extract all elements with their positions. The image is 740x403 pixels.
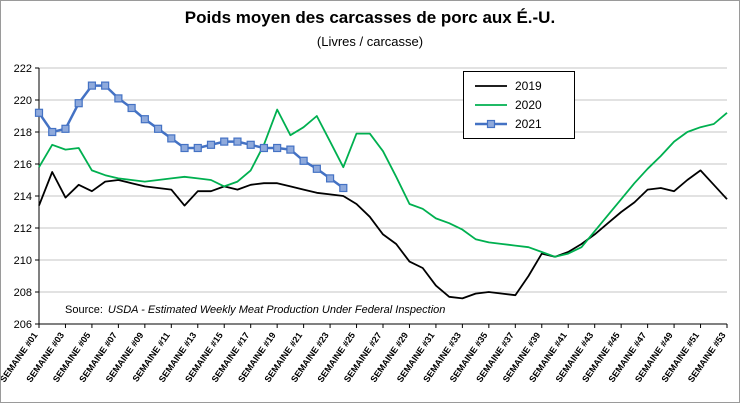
series-marker-2021 xyxy=(325,174,335,183)
series-marker-2021 xyxy=(167,134,176,143)
source-text: USDA - Estimated Weekly Meat Production … xyxy=(108,304,445,316)
series-marker-2021 xyxy=(180,143,189,153)
source-label: Source: xyxy=(65,304,103,316)
legend-label-2021: 2021 xyxy=(515,117,542,131)
series-marker-2021 xyxy=(127,103,136,113)
series-marker-2021 xyxy=(87,81,97,90)
legend: 2019 2020 2021 xyxy=(463,71,575,139)
series-line-2021 xyxy=(37,84,345,190)
legend-label-2019: 2019 xyxy=(515,79,542,93)
series-marker-2021 xyxy=(233,137,242,146)
series-marker-2021 xyxy=(193,143,202,153)
legend-entry-2020: 2020 xyxy=(474,98,566,112)
series-line-2020 xyxy=(38,108,728,258)
series-line-2019 xyxy=(38,169,728,300)
series-marker-2021 xyxy=(61,124,70,133)
series-marker-2021 xyxy=(339,183,348,193)
series-marker-2021 xyxy=(273,143,282,153)
legend-swatch-2019 xyxy=(475,85,507,87)
series-marker-2021 xyxy=(246,140,255,149)
series-marker-2021 xyxy=(140,115,149,124)
y-tick-label: 216 xyxy=(14,159,32,171)
y-tick-label: 214 xyxy=(14,191,32,203)
y-tick-label: 206 xyxy=(14,319,32,331)
series-marker-2021 xyxy=(206,140,216,149)
series-marker-2021 xyxy=(312,164,321,173)
series-marker-2021 xyxy=(299,156,308,165)
legend-entry-2019: 2019 xyxy=(474,79,566,93)
y-tick-label: 208 xyxy=(14,287,32,299)
legend-swatch-2021 xyxy=(475,119,507,129)
y-tick-label: 212 xyxy=(14,223,32,235)
series-marker-2021 xyxy=(153,124,163,133)
source-note: Source: USDA - Estimated Weekly Meat Prod… xyxy=(65,304,445,316)
series-marker-2021 xyxy=(74,99,83,108)
chart-title: Poids moyen des carcasses de porc aux É.… xyxy=(184,8,556,27)
legend-swatch-2020 xyxy=(475,104,507,106)
series-marker-2021 xyxy=(114,94,123,103)
series-marker-2021 xyxy=(286,145,295,154)
legend-label-2020: 2020 xyxy=(515,98,542,112)
series-marker-2021 xyxy=(101,81,110,90)
series-marker-2021 xyxy=(220,137,229,146)
chart-subtitle: (Livres / carcasse) xyxy=(316,34,424,49)
y-tick-label: 222 xyxy=(14,63,32,75)
series-marker-2021 xyxy=(48,127,57,137)
y-tick-label: 218 xyxy=(14,127,32,139)
series-marker-2021 xyxy=(259,143,269,153)
y-tick-label: 210 xyxy=(14,255,32,267)
legend-entry-2021: 2021 xyxy=(474,117,566,131)
y-tick-label: 220 xyxy=(14,95,32,107)
series-marker-2021 xyxy=(34,108,44,117)
